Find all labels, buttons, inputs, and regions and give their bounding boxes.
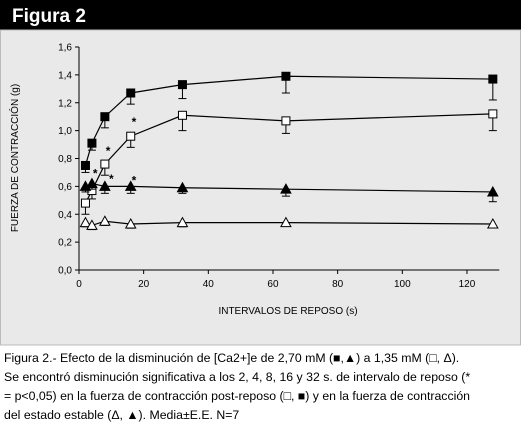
annotation: * bbox=[106, 144, 111, 158]
marker bbox=[80, 160, 90, 170]
x-tick-label: 40 bbox=[203, 279, 215, 290]
marker bbox=[124, 217, 137, 229]
marker bbox=[488, 109, 498, 119]
marker bbox=[87, 138, 97, 148]
caption-line: del estado estable (Δ, ▲). Media±E.E. N=… bbox=[4, 408, 239, 422]
marker bbox=[486, 217, 499, 229]
marker bbox=[100, 159, 110, 169]
annotation: * bbox=[132, 115, 137, 129]
marker bbox=[126, 131, 136, 141]
x-tick-label: 100 bbox=[394, 279, 411, 290]
marker bbox=[86, 177, 98, 189]
marker bbox=[486, 185, 499, 197]
marker bbox=[281, 116, 291, 126]
y-tick-label: 0,2 bbox=[58, 238, 72, 249]
x-tick-label: 20 bbox=[138, 279, 150, 290]
marker bbox=[86, 219, 98, 230]
marker bbox=[488, 74, 498, 84]
header-title: Figura 2 bbox=[12, 6, 86, 27]
x-tick-label: 80 bbox=[332, 279, 344, 290]
x-axis-label: INTERVALOS DE REPOSO (s) bbox=[218, 306, 357, 317]
marker bbox=[280, 183, 292, 194]
y-tick-label: 0,4 bbox=[58, 210, 72, 221]
marker bbox=[99, 180, 111, 191]
marker bbox=[177, 110, 187, 120]
y-tick-label: 0,0 bbox=[58, 266, 72, 277]
y-axis-label: FUERZA DE CONTRACCIÓN (g) bbox=[8, 84, 21, 232]
x-tick-label: 0 bbox=[76, 279, 82, 290]
annotation: * bbox=[109, 172, 114, 186]
marker bbox=[281, 71, 291, 81]
annotation: * bbox=[132, 173, 137, 187]
y-tick-label: 0,8 bbox=[58, 154, 72, 165]
marker bbox=[80, 198, 90, 208]
y-tick-label: 1,2 bbox=[58, 98, 72, 109]
x-tick-label: 120 bbox=[459, 279, 476, 290]
marker bbox=[177, 80, 187, 90]
header-bar bbox=[0, 0, 521, 30]
marker bbox=[100, 112, 110, 122]
marker bbox=[126, 88, 136, 98]
y-tick-label: 1,4 bbox=[58, 70, 72, 81]
y-tick-label: 1,0 bbox=[58, 126, 72, 137]
caption-line: = p<0,05) en la fuerza de contracción po… bbox=[4, 389, 470, 403]
marker bbox=[176, 181, 189, 193]
x-tick-label: 60 bbox=[267, 279, 279, 290]
y-tick-label: 0,6 bbox=[58, 182, 72, 193]
marker bbox=[280, 216, 292, 228]
annotation: * bbox=[93, 166, 98, 180]
caption-line: Se encontró disminución significativa a … bbox=[4, 370, 470, 384]
caption: Figura 2.- Efecto de la disminución de [… bbox=[4, 351, 470, 422]
marker bbox=[79, 216, 92, 228]
marker bbox=[176, 216, 189, 228]
y-tick-label: 1,6 bbox=[58, 43, 72, 54]
marker bbox=[124, 180, 137, 191]
marker bbox=[99, 215, 111, 226]
caption-line: Figura 2.- Efecto de la disminución de [… bbox=[4, 351, 459, 365]
